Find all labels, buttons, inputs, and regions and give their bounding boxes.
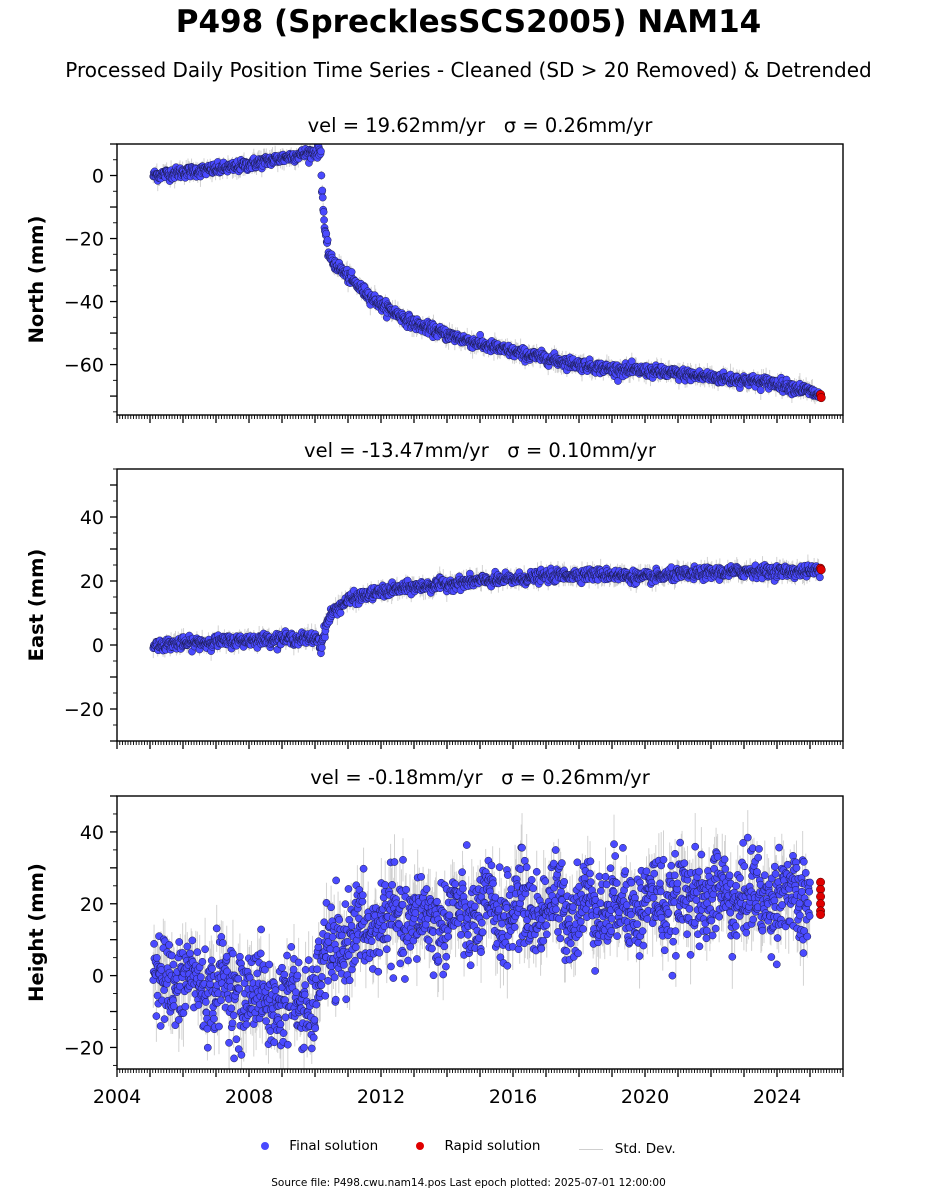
final-solution-point [347, 268, 356, 276]
rapid-solution-point [816, 565, 826, 575]
final-solution-point [318, 193, 327, 202]
final-solution-point [476, 330, 485, 339]
figure-title: P498 (SprecklesSCS2005) NAM14 [175, 4, 762, 40]
final-solution-point [323, 236, 332, 244]
final-solution-point [317, 147, 325, 156]
rapid-solution-point [816, 393, 826, 403]
final-solution-point [816, 573, 824, 582]
y-axis-label: North (mm) [25, 216, 48, 344]
panel-frame [116, 468, 844, 742]
y-tick-label: −20 [64, 229, 104, 251]
final-solution-point [336, 609, 345, 617]
final-solution-point [319, 208, 328, 216]
final-solution-point [320, 216, 328, 224]
y-tick-label: −40 [64, 292, 104, 314]
panel-1-marks [149, 144, 826, 405]
final-solution-point [322, 229, 331, 238]
final-solution-point [317, 643, 326, 652]
final-solution-point [317, 171, 326, 180]
figure-subtitle: Processed Daily Position Time Series - C… [65, 58, 872, 82]
y-tick-label: 0 [92, 166, 104, 188]
final-solution-point [318, 186, 327, 195]
panel-1: 0 −20 −40 −60 North (mm) vel = 19.62mm/yr σ =… [25, 114, 844, 423]
final-solution-point [756, 386, 765, 395]
final-solution-point [321, 633, 329, 642]
panel-title: vel = 19.62mm/yr σ = 0.26mm/yr [308, 114, 654, 137]
y-tick-label: −60 [64, 355, 104, 377]
panel-2-marks [149, 554, 826, 661]
